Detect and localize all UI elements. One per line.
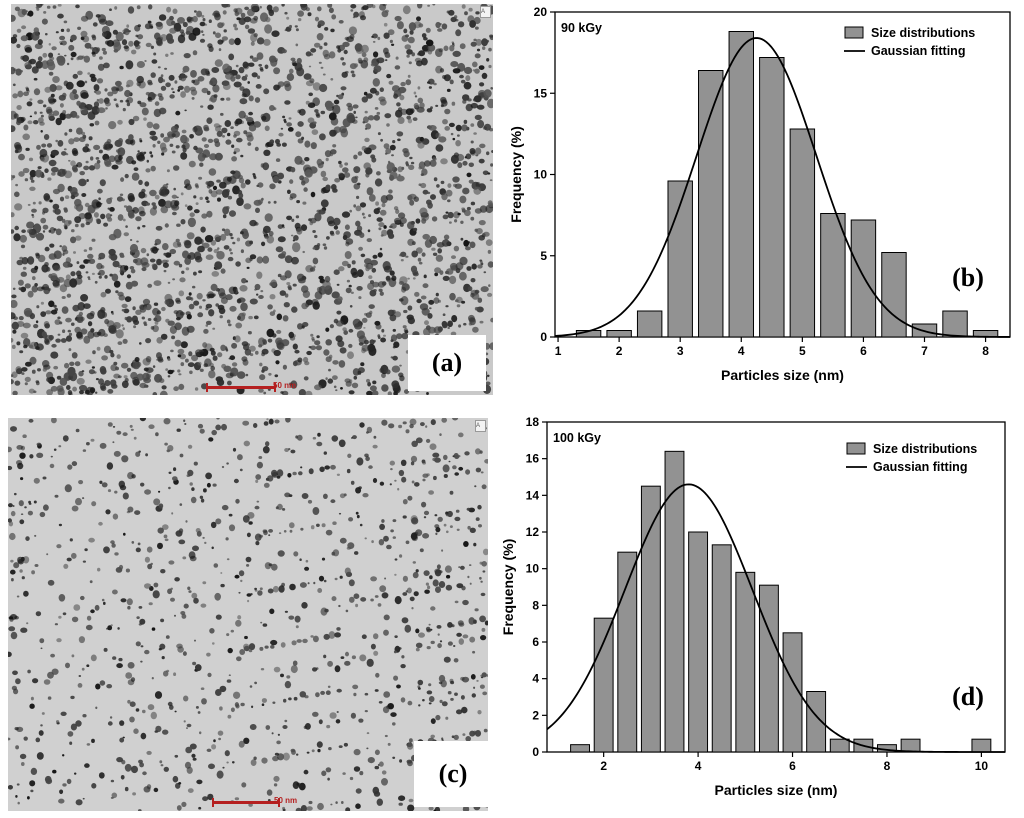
legend-label-bars: Size distributions (871, 26, 975, 40)
y-tick-label: 18 (526, 415, 540, 429)
x-tick-label: 4 (738, 344, 745, 358)
image-corner-tag: A (475, 420, 486, 432)
y-tick-label: 10 (534, 168, 548, 182)
histogram-bar (636, 310, 663, 338)
y-tick-label: 8 (532, 598, 539, 612)
histogram-bar (850, 219, 877, 338)
x-tick-label: 7 (921, 344, 928, 358)
gaussian-fit-line (554, 37, 1010, 338)
panel-label-c: (c) (414, 741, 488, 807)
tem-image-c: A 50 nm (c) (8, 418, 488, 811)
nanoparticle-texture (8, 418, 488, 811)
y-tick-label: 0 (532, 745, 539, 759)
y-tick-label: 0 (540, 330, 547, 344)
chart-annotation: 90 kGy (561, 21, 602, 35)
x-axis-label: Particles size (nm) (721, 367, 844, 383)
tem-image-a: A 50 nm (a) (11, 4, 493, 395)
histogram-bar (806, 691, 827, 753)
histogram-chart-b: 90 kGy (b) Particles size (nm) Frequency… (508, 5, 1011, 383)
panel-label-b: (b) (952, 263, 984, 292)
histogram-bar (820, 213, 846, 338)
scale-bar-label: 50 nm (273, 381, 297, 390)
legend-swatch-bars (844, 26, 864, 39)
x-tick-label: 2 (600, 759, 607, 773)
y-tick-label: 5 (540, 249, 547, 263)
y-tick-label: 16 (526, 452, 540, 466)
panel-label-a: (a) (408, 335, 486, 391)
y-tick-label: 4 (532, 672, 539, 686)
y-tick-label: 10 (526, 562, 540, 576)
y-tick-label: 15 (534, 86, 548, 100)
histogram-bar (735, 571, 756, 753)
histogram-bar (728, 31, 754, 338)
y-tick-label: 2 (532, 708, 539, 722)
scale-bar (212, 798, 280, 807)
nanoparticle-texture (11, 4, 493, 395)
scale-bar (206, 383, 276, 392)
y-tick-label: 14 (526, 488, 540, 502)
legend-label-bars: Size distributions (873, 442, 977, 456)
legend-label-curve: Gaussian fitting (871, 44, 965, 58)
histogram-bar (688, 531, 709, 753)
image-corner-tag: A (480, 6, 491, 18)
x-tick-label: 6 (860, 344, 867, 358)
histogram-bar (593, 617, 614, 753)
x-axis-label: Particles size (nm) (715, 782, 838, 798)
histogram-bar (829, 738, 850, 753)
histogram-bar (900, 738, 921, 753)
histogram-bar (759, 57, 785, 338)
x-tick-label: 8 (982, 344, 989, 358)
legend-swatch-bars (846, 442, 866, 455)
y-tick-label: 12 (526, 525, 540, 539)
scale-bar-label: 50 nm (274, 796, 298, 805)
histogram-bar (971, 738, 992, 753)
gaussian-fit-line (546, 483, 1005, 753)
histogram-bar (789, 128, 816, 338)
histogram-bar (606, 330, 632, 338)
y-tick-label: 20 (534, 5, 548, 19)
histogram-bar (640, 485, 661, 753)
histogram-bar (942, 310, 968, 338)
x-tick-label: 6 (789, 759, 796, 773)
x-tick-label: 5 (799, 344, 806, 358)
histogram-bar (698, 70, 724, 338)
chart-annotation: 100 kGy (553, 431, 601, 445)
x-tick-label: 3 (677, 344, 684, 358)
histogram-bar (881, 252, 907, 338)
histogram-bar (617, 551, 638, 753)
histogram-bar (758, 584, 779, 753)
histogram-chart-d: 100 kGy (d) Particles size (nm) Frequenc… (500, 415, 1006, 798)
legend-label-curve: Gaussian fitting (873, 460, 967, 474)
histogram-bar (711, 544, 732, 753)
y-axis-label: Frequency (%) (500, 539, 516, 635)
histogram-bar (570, 744, 590, 753)
histogram-bar (664, 450, 685, 753)
x-tick-label: 10 (975, 759, 989, 773)
x-tick-label: 8 (884, 759, 891, 773)
panel-label-d: (d) (952, 682, 984, 711)
x-tick-label: 2 (616, 344, 623, 358)
x-tick-label: 1 (555, 344, 562, 358)
x-tick-label: 4 (695, 759, 702, 773)
y-axis-label: Frequency (%) (508, 126, 524, 222)
y-tick-label: 6 (532, 635, 539, 649)
